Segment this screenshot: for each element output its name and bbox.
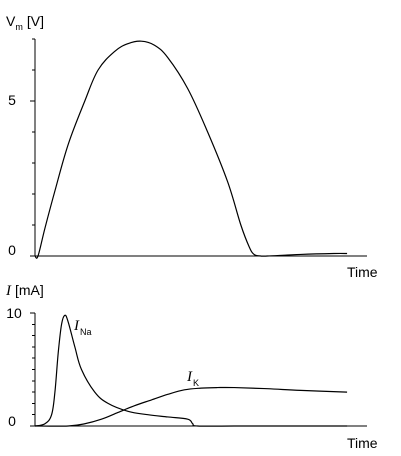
ik-label-main: I xyxy=(186,369,193,385)
current-panel: I [mA] 10 0 INa IK Time xyxy=(5,282,378,451)
current-ylabel-main: I xyxy=(5,283,12,299)
current-ticks xyxy=(30,312,35,427)
voltage-ylabel: Vm [V] xyxy=(6,13,44,32)
voltage-ticks xyxy=(30,38,35,257)
voltage-xlabel: Time xyxy=(347,264,378,280)
voltage-tick-label-0: 0 xyxy=(8,242,16,258)
current-tick-label-10: 10 xyxy=(6,305,22,321)
voltage-ylabel-sub: m xyxy=(15,22,23,32)
ik-series-line xyxy=(34,386,348,427)
voltage-ylabel-main: V xyxy=(6,13,16,29)
current-ylabel: I [mA] xyxy=(5,282,44,299)
ina-label-sub: Na xyxy=(80,327,92,337)
current-ylabel-unit: [mA] xyxy=(15,282,44,298)
current-tick-label-0: 0 xyxy=(8,413,16,429)
voltage-series-line xyxy=(34,40,348,259)
voltage-tick-label-5: 5 xyxy=(8,92,16,108)
ik-label-sub: K xyxy=(193,378,199,388)
ina-series-line xyxy=(34,314,348,427)
ina-label-main: I xyxy=(73,318,80,334)
voltage-panel: Vm [V] 5 0 Time xyxy=(6,13,378,280)
ina-legend-label: INa xyxy=(73,318,92,337)
current-xlabel: Time xyxy=(347,435,378,451)
voltage-ylabel-unit: [V] xyxy=(27,13,44,29)
ik-legend-label: IK xyxy=(186,369,199,388)
